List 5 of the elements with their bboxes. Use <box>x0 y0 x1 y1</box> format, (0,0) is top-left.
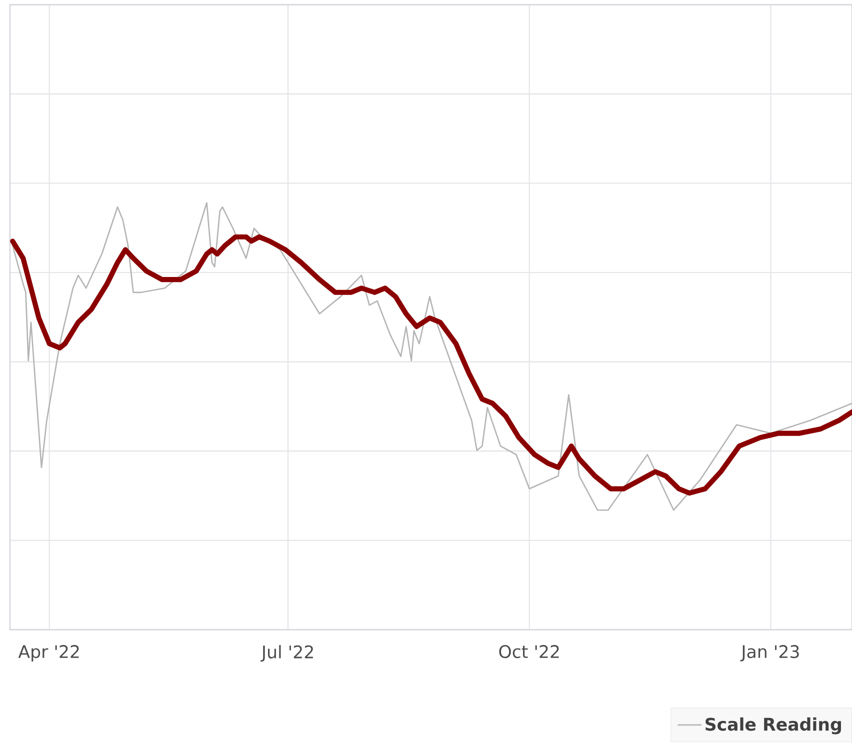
x-tick-label: Jul '22 <box>260 645 313 662</box>
x-tick-label: Jan '23 <box>740 645 799 662</box>
legend-label: Scale Reading <box>706 717 841 734</box>
x-tick-label: Oct '22 <box>499 645 559 658</box>
x-tick-label: Apr '22 <box>18 645 79 662</box>
